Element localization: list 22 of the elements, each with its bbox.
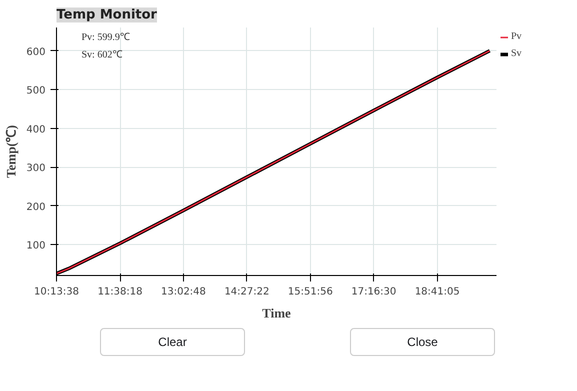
x-tick-label: 13:02:48 bbox=[160, 286, 206, 298]
chart-title: Temp Monitor bbox=[56, 8, 158, 22]
y-axis-title: Temp(℃) bbox=[3, 125, 18, 178]
x-tick-label: 15:51:56 bbox=[288, 286, 333, 298]
annotation: Sv: 602℃ bbox=[82, 49, 122, 60]
y-tick-label: 600 bbox=[26, 46, 46, 58]
x-tick-label: 18:41:05 bbox=[414, 286, 460, 298]
y-tick-label: 200 bbox=[26, 202, 46, 213]
y-tick-label: 500 bbox=[26, 86, 46, 96]
x-tick-label: 17:16:30 bbox=[351, 286, 396, 298]
text: Clear bbox=[100, 328, 245, 356]
x-tick-label: 14:27:22 bbox=[224, 286, 270, 298]
text: Close bbox=[350, 328, 495, 356]
x-axis-title: Time bbox=[262, 306, 292, 320]
y-tick-label: 300 bbox=[26, 163, 46, 174]
legend-label: Sv bbox=[511, 48, 523, 59]
y-tick-label: 100 bbox=[26, 240, 46, 252]
y-tick-label: 400 bbox=[26, 124, 46, 136]
legend-label: Pv bbox=[511, 31, 523, 42]
x-tick-label: 10:13:38 bbox=[34, 286, 79, 298]
annotation: Pv: 599.9℃ bbox=[82, 32, 130, 43]
x-tick-label: 11:38:18 bbox=[98, 286, 142, 298]
